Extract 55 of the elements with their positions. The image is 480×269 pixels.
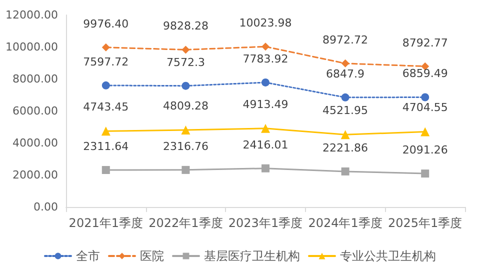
data-label: 2416.01 <box>242 138 288 152</box>
data-label: 6859.49 <box>402 67 448 80</box>
x-tick-label: 2024年1季度 <box>308 216 382 230</box>
y-tick-label: 0.00 <box>34 200 58 214</box>
point <box>421 170 430 178</box>
data-label: 9976.40 <box>83 17 129 30</box>
y-tick-label: 10000.00 <box>6 40 58 54</box>
point <box>262 42 270 51</box>
data-label: 8972.72 <box>322 33 368 46</box>
point <box>262 164 270 172</box>
point <box>341 167 350 176</box>
point <box>341 59 350 68</box>
data-label: 6847.9 <box>326 67 365 80</box>
data-label: 2091.26 <box>402 144 448 157</box>
y-tick-label: 8000.00 <box>12 72 58 86</box>
data-label: 4521.95 <box>322 104 368 118</box>
point <box>340 130 350 140</box>
data-label: 4743.45 <box>83 100 129 114</box>
data-label: 4913.49 <box>242 98 288 111</box>
point <box>420 127 430 136</box>
y-tick-label: 12000.00 <box>6 8 58 22</box>
legend-label: 全市 <box>76 249 100 263</box>
point <box>102 43 110 52</box>
legend-label: 基层医疗卫生机构 <box>204 249 300 263</box>
point <box>182 166 190 174</box>
data-label: 10023.98 <box>239 16 292 30</box>
data-label: 7572.3 <box>166 56 205 69</box>
point <box>182 82 190 90</box>
data-label: 9828.28 <box>162 20 208 33</box>
data-label: 2316.76 <box>162 140 208 153</box>
point <box>421 93 430 102</box>
point <box>101 126 110 136</box>
x-tick-label: 2025年1季度 <box>388 216 462 230</box>
data-label: 8792.77 <box>402 36 448 50</box>
data-label: 4809.28 <box>162 100 208 113</box>
legend-label: 医院 <box>140 249 164 263</box>
y-tick-label: 4000.00 <box>12 136 58 150</box>
x-tick-label: 2021年1季度 <box>68 216 143 230</box>
x-tick-label: 2023年1季度 <box>228 216 303 230</box>
y-tick-label: 6000.00 <box>12 104 58 118</box>
data-label: 7597.72 <box>83 55 129 68</box>
point <box>102 81 110 90</box>
data-label: 7783.92 <box>242 52 288 66</box>
y-tick-label: 2000.00 <box>12 168 58 182</box>
data-label: 2221.86 <box>322 141 368 154</box>
data-label: 4704.55 <box>402 101 448 114</box>
legend-label: 专业公共卫生机构 <box>340 249 436 263</box>
point <box>182 46 190 54</box>
x-tick-label: 2022年1季度 <box>148 216 223 230</box>
point <box>181 126 190 135</box>
point <box>341 93 350 102</box>
point <box>261 124 270 133</box>
point <box>102 166 110 174</box>
point <box>262 78 270 86</box>
data-label: 2311.64 <box>83 140 129 154</box>
